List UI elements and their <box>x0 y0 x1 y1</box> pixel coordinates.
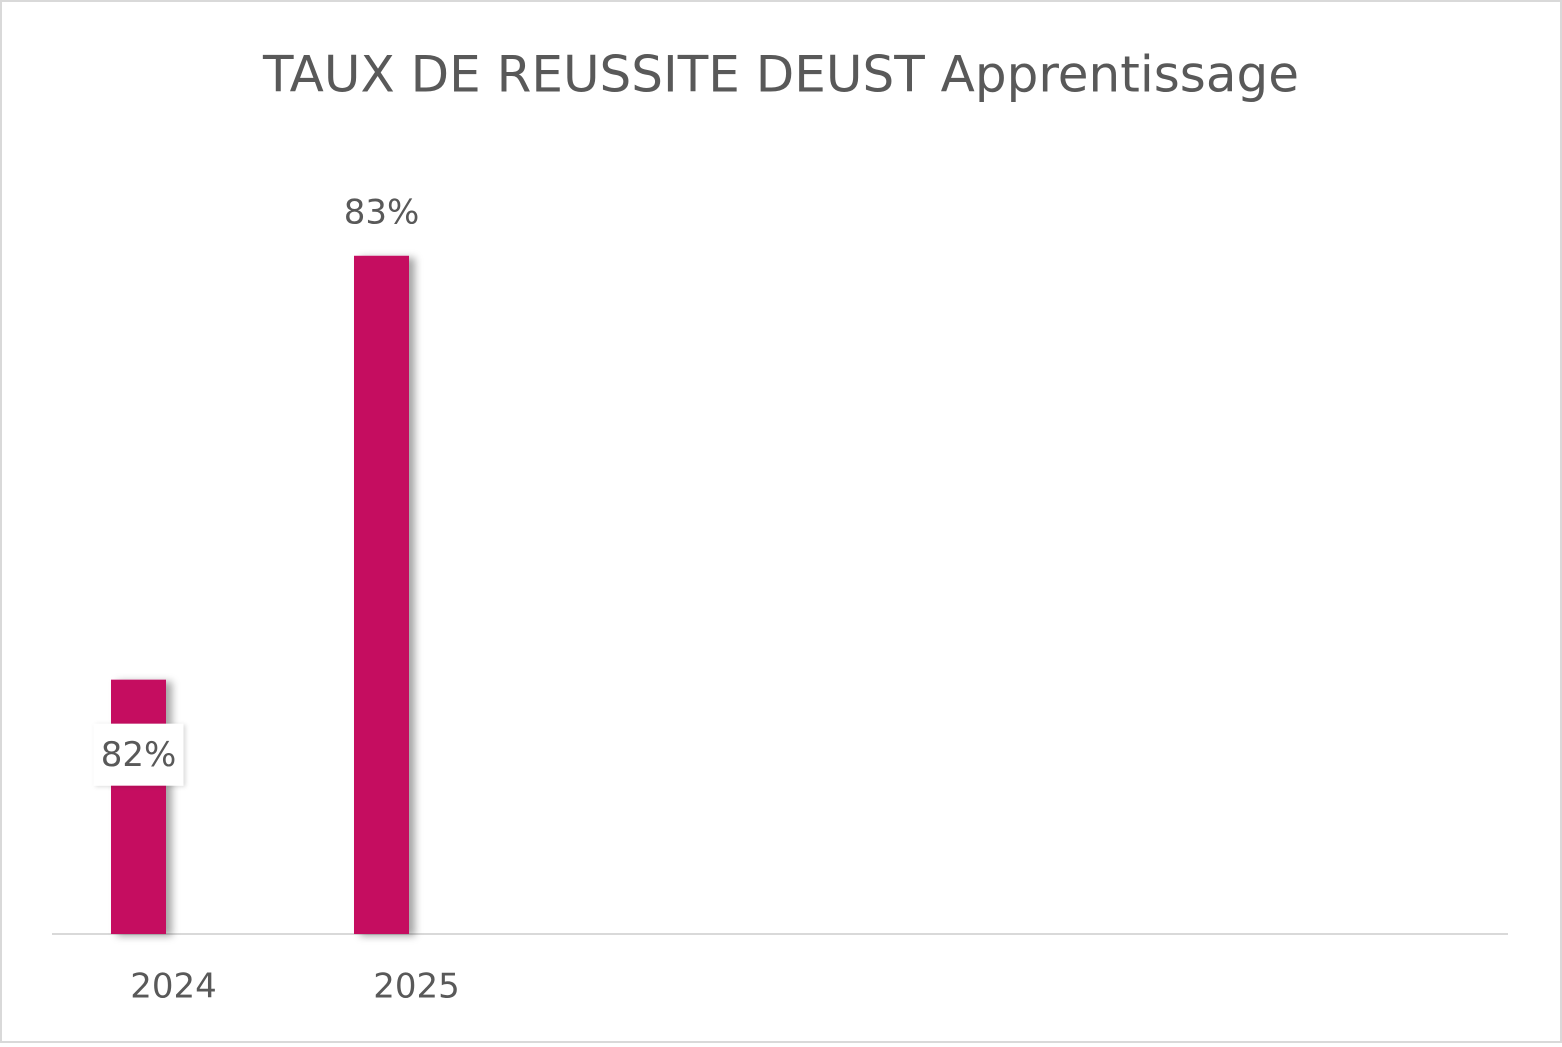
x-tick-label: 2024 <box>130 967 217 1007</box>
value-label: 82% <box>101 735 177 775</box>
value-label: 83% <box>344 192 420 232</box>
x-tick-label: 2025 <box>373 967 460 1007</box>
bar <box>111 679 166 934</box>
bar <box>354 255 409 934</box>
chart-title: TAUX DE REUSSITE DEUST Apprentissage <box>262 46 1299 104</box>
value-label-box <box>93 723 184 786</box>
